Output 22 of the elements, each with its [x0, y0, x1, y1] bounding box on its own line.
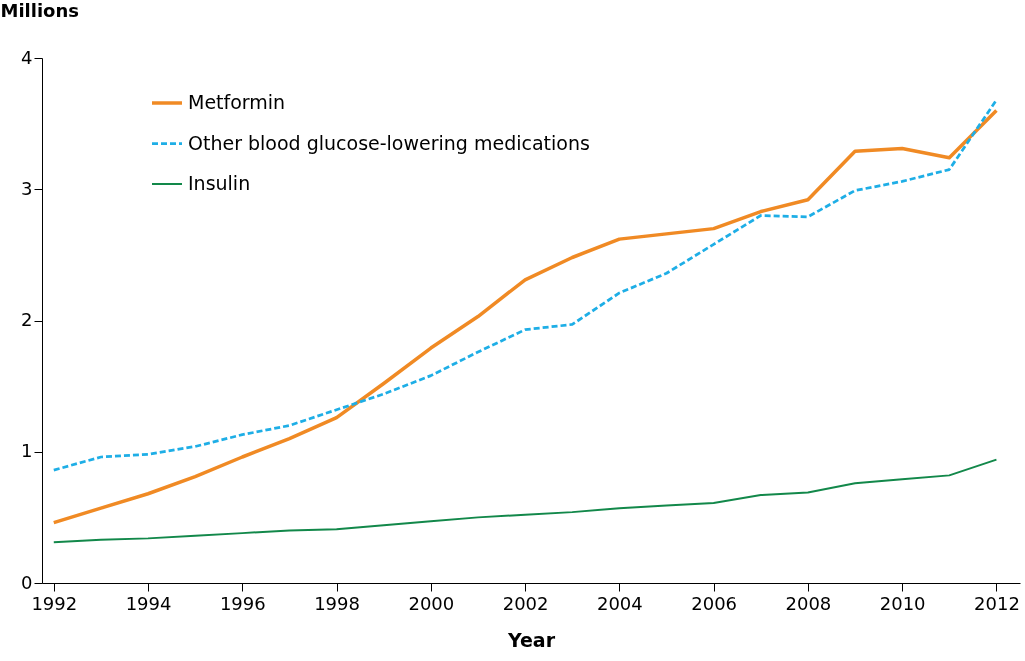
x-tick-label: 2006 [691, 592, 738, 614]
legend-label: Metformin [188, 91, 286, 113]
y-axis-title: Millions [0, 0, 79, 21]
legend-label: Insulin [188, 172, 251, 194]
y-tick-label: 4 [21, 46, 33, 68]
x-tick-label: 2008 [785, 592, 832, 614]
line-series [52, 458, 998, 544]
x-tick-label: 2010 [879, 592, 926, 614]
legend-label: Other blood glucose-lowering medications [188, 131, 590, 154]
x-axis-title: Year [506, 628, 556, 651]
x-tick-label: 2000 [408, 592, 455, 614]
x-tick-label: 2004 [596, 592, 643, 614]
y-tick-label: 2 [21, 309, 33, 330]
x-tick-label: 2012 [974, 592, 1020, 614]
x-tick-label: 1998 [314, 592, 360, 614]
x-tick-label: 1994 [125, 592, 172, 614]
x-tick-label: 1996 [219, 592, 266, 614]
y-tick-label: 1 [21, 440, 33, 462]
y-tick-label: 0 [21, 571, 33, 593]
y-tick-label: 3 [21, 177, 33, 199]
x-tick-label: 2002 [502, 592, 549, 614]
x-tick-label: 1992 [31, 592, 78, 614]
